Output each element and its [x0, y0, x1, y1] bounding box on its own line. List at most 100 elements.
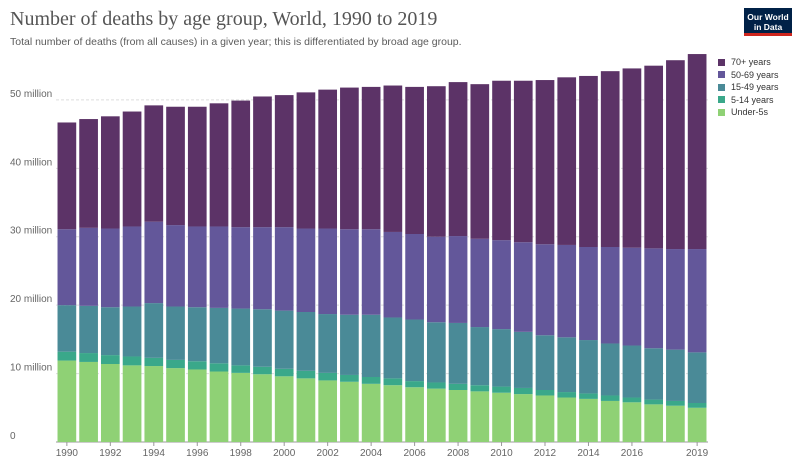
bar-70-years-2003	[340, 87, 359, 230]
x-tick-label: 1992	[99, 448, 122, 459]
bar-5-14-years-2006	[405, 381, 424, 388]
bar-5-14-years-1995	[166, 359, 185, 369]
bar-70-years-2011	[513, 80, 533, 243]
bar-50-69-years-2012	[535, 244, 555, 336]
bar-5-14-years-2008	[448, 383, 468, 390]
bar-15-49-years-2019	[687, 352, 707, 403]
bar-under-5s-2009	[470, 391, 490, 442]
bar-5-14-years-2017	[644, 399, 664, 405]
bar-5-14-years-2012	[535, 390, 555, 396]
bar-50-69-years-2003	[340, 229, 359, 315]
bar-5-14-years-2007	[426, 382, 446, 389]
legend-item[interactable]: 5-14 years	[718, 94, 779, 107]
y-tick-label: 20 million	[10, 294, 52, 305]
bar-70-years-2014	[579, 75, 598, 248]
owid-logo[interactable]: Our World in Data	[744, 8, 792, 36]
bar-15-49-years-2007	[426, 322, 446, 383]
legend-item[interactable]: 15-49 years	[718, 81, 779, 94]
legend-swatch	[718, 58, 725, 66]
bar-under-5s-2001	[296, 378, 316, 442]
bar-50-69-years-2009	[470, 238, 490, 328]
legend-label: 70+ years	[731, 57, 771, 68]
bar-50-69-years-1998	[231, 227, 251, 309]
bar-15-49-years-2005	[383, 317, 403, 379]
bar-50-69-years-2008	[448, 236, 468, 323]
bar-15-49-years-2011	[513, 331, 533, 388]
legend-label: 15-49 years	[731, 82, 779, 93]
bar-15-49-years-2018	[666, 349, 685, 401]
bar-under-5s-1993	[122, 365, 142, 442]
bar-50-69-years-2006	[405, 234, 424, 320]
bar-70-years-2000	[274, 95, 294, 228]
bar-15-49-years-2008	[448, 322, 468, 384]
bar-70-years-1996	[187, 106, 207, 227]
bars	[57, 54, 707, 442]
bar-under-5s-1995	[166, 368, 185, 442]
bar-70-years-2010	[492, 80, 511, 241]
chart-subtitle: Total number of deaths (from all causes)…	[10, 36, 462, 48]
bar-70-years-2008	[448, 82, 468, 237]
x-tick-label: 1998	[230, 448, 253, 459]
legend-label: Under-5s	[731, 107, 769, 118]
bar-70-years-2002	[318, 89, 338, 229]
chart-title: Number of deaths by age group, World, 19…	[10, 8, 438, 30]
bar-15-49-years-1993	[122, 306, 142, 357]
bar-under-5s-2003	[340, 381, 359, 442]
bar-15-49-years-1994	[144, 303, 164, 358]
x-tick-label: 2002	[317, 448, 340, 459]
bar-15-49-years-2002	[318, 314, 338, 373]
bar-50-69-years-2017	[644, 248, 664, 349]
bar-70-years-2004	[361, 86, 381, 230]
bar-15-49-years-2001	[296, 312, 316, 371]
legend-item[interactable]: 50-69 years	[718, 69, 779, 82]
bar-50-69-years-2002	[318, 228, 338, 315]
bar-under-5s-2004	[361, 383, 381, 442]
bar-15-49-years-2009	[470, 327, 490, 386]
bar-50-69-years-1995	[166, 225, 185, 307]
bar-under-5s-1991	[79, 361, 98, 442]
bar-15-49-years-2016	[622, 345, 642, 398]
bar-15-49-years-2000	[274, 310, 294, 369]
bar-50-69-years-1990	[57, 229, 77, 306]
bar-under-5s-2005	[383, 385, 403, 442]
bar-under-5s-2017	[644, 404, 664, 442]
x-tick-label: 2008	[447, 448, 470, 459]
legend-swatch	[718, 83, 725, 91]
bar-5-14-years-1994	[144, 357, 164, 367]
bar-50-69-years-2013	[557, 244, 577, 338]
bar-50-69-years-2000	[274, 227, 294, 311]
bar-under-5s-2002	[318, 380, 338, 442]
bar-70-years-2012	[535, 80, 555, 245]
bar-5-14-years-2000	[274, 368, 294, 377]
bar-5-14-years-2016	[622, 397, 642, 403]
bar-under-5s-2000	[274, 376, 294, 442]
bar-5-14-years-2009	[470, 385, 490, 392]
bar-15-49-years-2012	[535, 335, 555, 390]
y-tick-label: 10 million	[10, 363, 52, 374]
bar-50-69-years-1993	[122, 226, 142, 307]
bar-50-69-years-1994	[144, 221, 164, 304]
logo-line-1: Our World	[747, 12, 789, 22]
bar-15-49-years-2010	[492, 329, 511, 387]
legend-item[interactable]: Under-5s	[718, 106, 779, 119]
y-tick-label: 50 million	[10, 89, 52, 100]
y-axis: 0 10 million 20 million 30 million 40 millio…	[10, 89, 52, 442]
bar-under-5s-2008	[448, 390, 468, 442]
bar-70-years-2009	[470, 84, 490, 239]
bar-50-69-years-1992	[100, 228, 120, 308]
bar-70-years-1997	[209, 103, 229, 227]
bar-70-years-2001	[296, 92, 316, 229]
bar-15-49-years-2017	[644, 348, 664, 400]
bar-under-5s-2018	[666, 405, 685, 442]
bar-70-years-1995	[166, 106, 185, 226]
x-tick-label: 2016	[621, 448, 644, 459]
legend-swatch	[718, 96, 725, 104]
x-tick-label: 2010	[490, 448, 513, 459]
bar-15-49-years-1992	[100, 307, 120, 356]
x-tick-label: 2004	[360, 448, 383, 459]
bar-70-years-2013	[557, 77, 577, 245]
bar-under-5s-2006	[405, 387, 424, 442]
bar-under-5s-1998	[231, 372, 251, 442]
legend-item[interactable]: 70+ years	[718, 56, 779, 69]
